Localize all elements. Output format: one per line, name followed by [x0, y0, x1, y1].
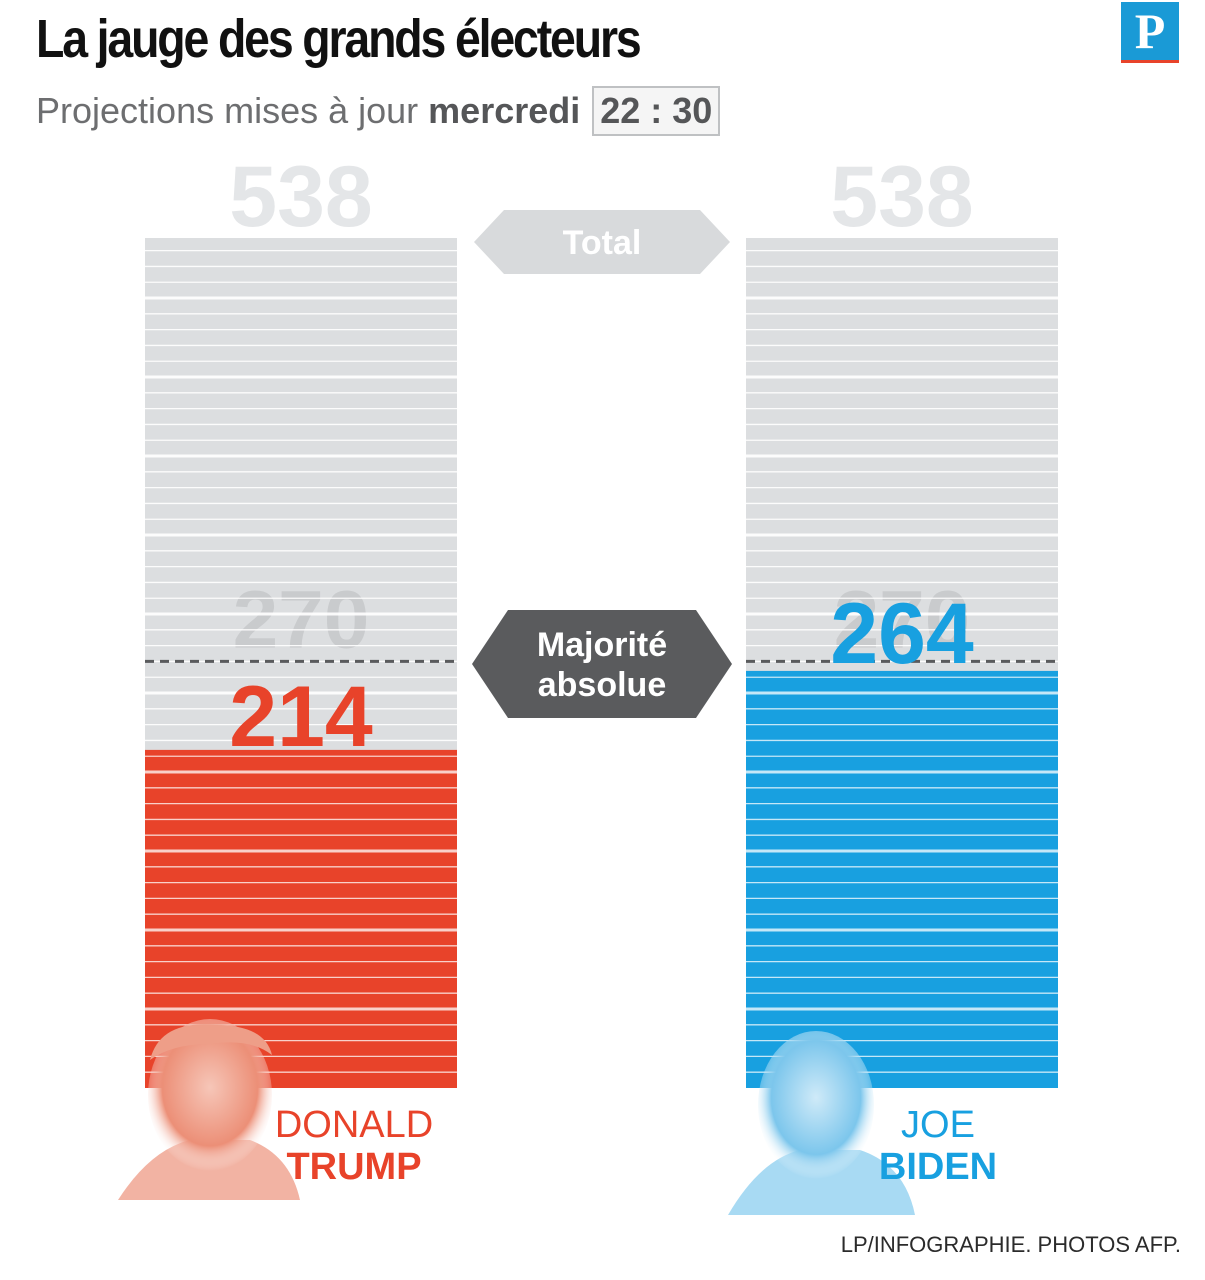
subtitle-day: mercredi [428, 90, 581, 131]
update-time-badge: 22 : 30 [592, 86, 721, 136]
majority-arrow-label-1: Majorité [537, 626, 667, 664]
biden-majority-label: 270 [834, 574, 971, 665]
subtitle-prefix: Projections mises à jour [36, 90, 419, 131]
biden-value-label: 264 [830, 586, 974, 682]
biden-first-name: JOE [901, 1104, 975, 1146]
le-parisien-logo[interactable]: P [1121, 2, 1179, 60]
trump-total-label: 538 [229, 149, 373, 245]
trump-photo [118, 1019, 300, 1200]
page-title: La jauge des grands électeurs [36, 9, 642, 69]
subtitle: Projections mises à jour mercredi 22 : 3… [36, 86, 721, 136]
photo-credit: LP/INFOGRAPHIE. PHOTOS AFP. [840, 1232, 1181, 1257]
biden-total-label: 538 [830, 149, 974, 245]
biden-last-name: BIDEN [878, 1146, 998, 1188]
majority-arrow-shape [472, 610, 732, 718]
trump-value-label: 214 [229, 669, 373, 765]
total-arrow-label: Total [563, 224, 642, 262]
majority-arrow-label-2: absolue [538, 666, 666, 704]
trump-last-name: TRUMP [286, 1146, 422, 1188]
total-arrow-shape [474, 210, 730, 274]
trump-first-name: DONALD [274, 1104, 434, 1146]
biden-photo [728, 1031, 915, 1215]
logo-underline [1121, 60, 1179, 63]
trump-majority-label: 270 [233, 574, 370, 665]
